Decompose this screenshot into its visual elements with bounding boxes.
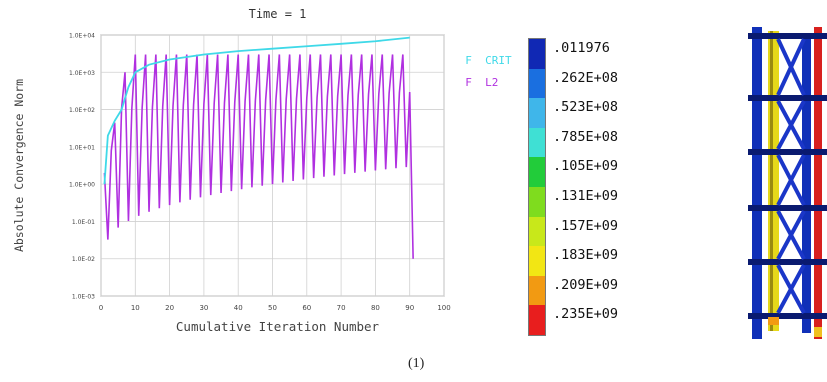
x-tick-label: 10	[131, 304, 140, 312]
color-legend-swatch	[529, 216, 545, 247]
y-tick-label: 1.0E-03	[72, 294, 95, 301]
y-tick-label: 1.0E+03	[69, 70, 95, 77]
chart-title: Time = 1	[249, 7, 307, 21]
x-tick-label: 0	[99, 304, 103, 312]
color-legend-label: .011976	[553, 40, 610, 56]
x-tick-label: 70	[337, 304, 346, 312]
legend-entry-crit: F CRIT	[452, 41, 512, 67]
color-legend-bar	[528, 38, 546, 336]
y-axis-label: Absolute Convergence Norm	[12, 79, 26, 252]
color-legend-label: .105E+09	[553, 158, 619, 175]
x-tick-label: 60	[302, 304, 311, 312]
color-legend-swatch	[529, 68, 545, 99]
color-legend-label: .183E+09	[553, 247, 619, 264]
color-legend-swatch	[529, 246, 545, 276]
x-axis-label: Cumulative Iteration Number	[176, 319, 380, 334]
y-tick-label: 1.0E+01	[69, 144, 95, 151]
color-legend-swatch	[529, 186, 545, 217]
color-legend-label: .157E+09	[553, 217, 619, 234]
legend-entry-l2: F L2	[452, 63, 498, 89]
y-tick-label: 1.0E-02	[72, 256, 95, 263]
color-legend-label: .209E+09	[553, 276, 619, 293]
y-tick-label: 1.0E+00	[69, 182, 95, 189]
color-legend-swatch	[529, 98, 545, 128]
figure-caption: (1)	[408, 356, 425, 371]
color-legend-swatch	[529, 39, 545, 69]
series-f-crit-line	[103, 36, 410, 185]
legend-label-crit: F CRIT	[465, 54, 512, 67]
y-tick-label: 1.0E-01	[72, 219, 95, 226]
x-tick-label: 20	[165, 304, 174, 312]
color-legend-swatch	[529, 127, 545, 158]
x-tick-label: 50	[268, 304, 277, 312]
color-legend-swatch	[529, 275, 545, 306]
series-f-l2-line	[103, 54, 414, 259]
color-legend-label: .785E+08	[553, 128, 619, 145]
color-legend-label: .262E+08	[553, 69, 619, 86]
x-tick-label: 100	[437, 304, 450, 312]
legend-label-l2: F L2	[465, 76, 499, 89]
convergence-chart: 0 10 20 30 40 50 60 70 80 90 100 1.0E+04 1.0E+03 1.0E…	[12, 7, 451, 334]
x-tick-label: 90	[405, 304, 414, 312]
color-legend-label: .523E+08	[553, 99, 619, 116]
color-legend-swatch	[529, 157, 545, 187]
structure-contour-plot	[748, 27, 827, 339]
x-tick-label: 40	[234, 304, 243, 312]
color-legend-swatch	[529, 305, 545, 335]
x-tick-label: 80	[371, 304, 380, 312]
color-legend-label: .131E+09	[553, 188, 619, 204]
x-tick-label: 30	[199, 304, 208, 312]
color-legend-label: .235E+09	[553, 306, 619, 323]
y-tick-label: 1.0E+04	[69, 33, 95, 40]
y-tick-label: 1.0E+02	[69, 107, 95, 114]
